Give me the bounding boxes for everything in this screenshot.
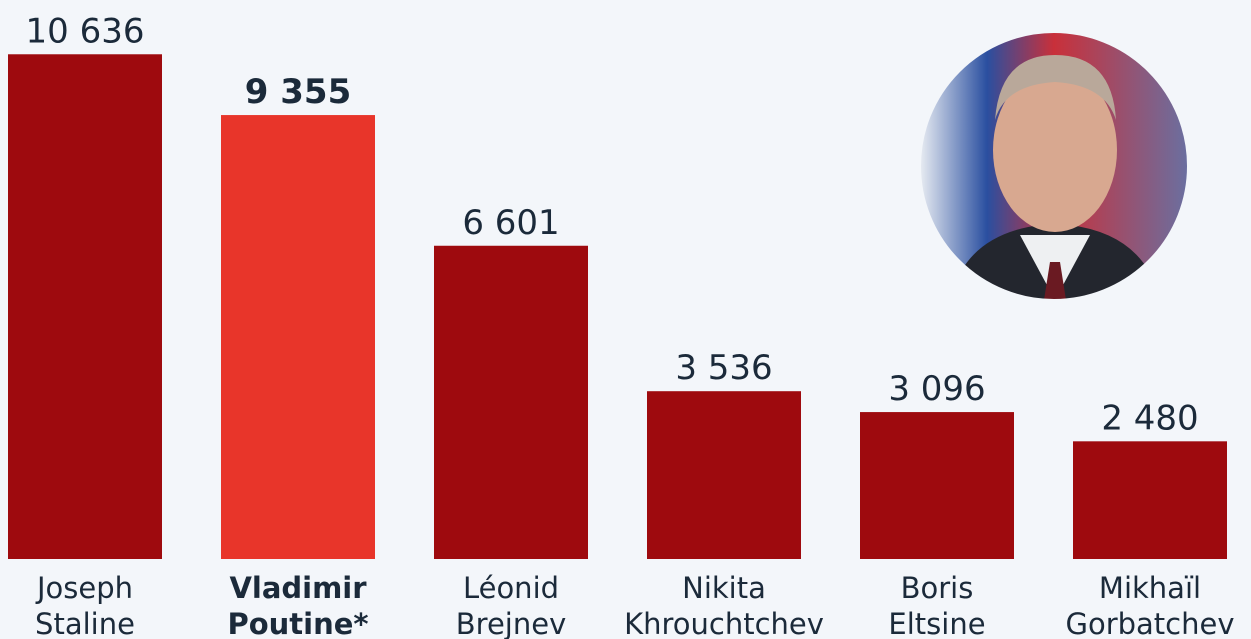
bar <box>8 54 162 559</box>
value-label: 6 601 <box>462 203 559 243</box>
value-label: 10 636 <box>26 11 145 51</box>
value-label: 3 096 <box>888 369 985 409</box>
bar <box>434 246 588 559</box>
bar <box>221 115 375 559</box>
bar <box>1073 441 1227 559</box>
bar <box>860 412 1014 559</box>
value-label: 2 480 <box>1101 398 1198 438</box>
bar <box>647 391 801 559</box>
value-label: 3 536 <box>675 348 772 388</box>
chart: 10 636 JosephStaline 9 355 VladimirPoutine*… <box>0 0 1251 639</box>
portrait <box>920 32 1188 300</box>
value-label: 9 355 <box>245 72 351 112</box>
